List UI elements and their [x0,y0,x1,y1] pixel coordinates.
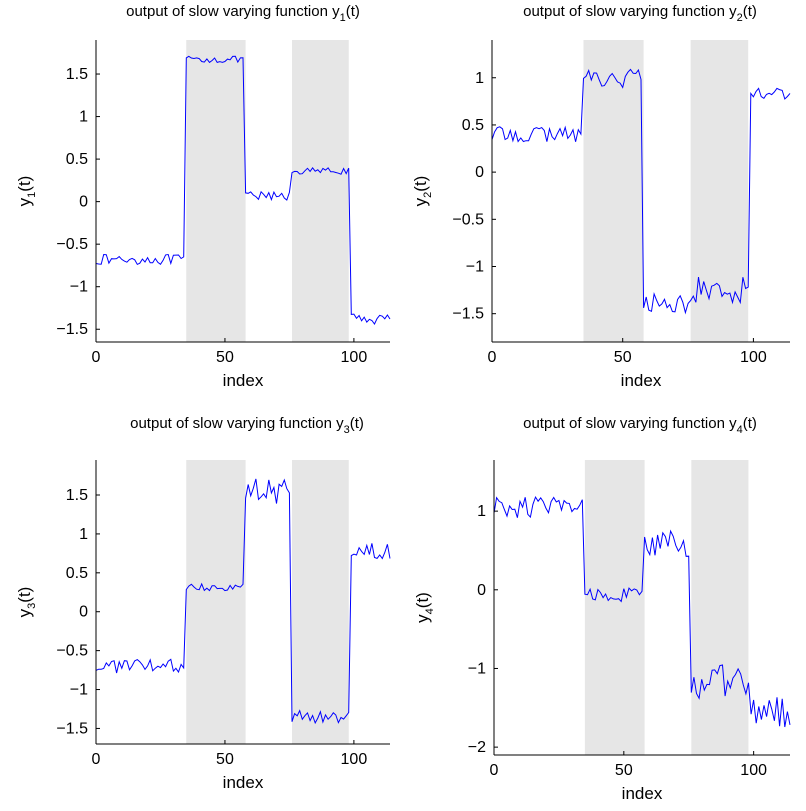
shaded-region [583,40,644,342]
y-tick-label: 0 [477,582,486,599]
y-tick-label: −1.5 [452,306,484,323]
x-tick-label: 0 [488,349,497,366]
y-tick-label: 0 [475,164,484,181]
shaded-region [690,40,749,342]
chart-title: output of slow varying function y4(t) [523,415,757,436]
y-axis-label: y3(t) [15,587,38,618]
chart-panel-1: 0 50 100 −1.5 −1 −0.5 0 0.5 1 1.5 output of slow v… [15,3,391,390]
y-tick-label: −2 [468,739,486,756]
shaded-region [292,40,349,342]
x-tick-label: 0 [92,751,101,768]
y-tick-label: −1.5 [56,321,88,338]
y-tick-label: −0.5 [452,211,484,228]
x-tick-label: 50 [216,349,234,366]
y-tick-label: 0.5 [66,151,88,168]
x-axis-label: index [621,371,662,390]
shaded-region [292,460,349,744]
series-line [95,55,391,325]
series-line [95,478,391,725]
chart-panel-2: 0 50 100 −1.5 −1 −0.5 0 0.5 1 output of slow vary… [411,3,791,390]
y-tick-label: −1 [466,259,484,276]
shaded-region [186,460,246,744]
y-tick-label: 1 [475,70,484,87]
y-tick-label: −1 [468,660,486,677]
chart-title: output of slow varying function y3(t) [130,415,364,436]
y-tick-label: 0.5 [66,565,88,582]
x-tick-label: 0 [490,762,499,779]
y-tick-label: 0.5 [462,117,484,134]
chart-title: output of slow varying function y1(t) [126,3,360,24]
x-tick-label: 50 [614,349,632,366]
series-line [493,495,791,728]
y-tick-label: −0.5 [56,236,88,253]
y-tick-label: 1 [79,109,88,126]
x-tick-label: 50 [615,762,633,779]
chart-title: output of slow varying function y2(t) [523,3,757,24]
y-tick-label: 0 [79,194,88,211]
x-axis-label: index [223,371,264,390]
x-tick-label: 0 [92,349,101,366]
shaded-region [584,460,645,755]
x-tick-label: 100 [341,349,368,366]
y-tick-label: −1 [70,682,88,699]
x-tick-label: 50 [216,751,234,768]
y-tick-label: 0 [79,604,88,621]
x-axis-label: index [622,784,663,803]
y-tick-label: 1.5 [66,66,88,83]
y-tick-label: 1 [79,526,88,543]
y-tick-label: −1 [70,279,88,296]
x-tick-label: 100 [740,762,767,779]
y-tick-label: 1.5 [66,487,88,504]
y-tick-label: −1.5 [56,720,88,737]
y-axis-label: y1(t) [15,176,38,207]
series-line [491,68,791,315]
x-tick-label: 100 [740,349,767,366]
chart-panel-4: 0 50 100 −2 −1 0 1 output of slow varying funct… [413,415,791,803]
shaded-region [186,40,246,342]
shaded-region [691,460,749,755]
chart-panel-3: 0 50 100 −1.5 −1 −0.5 0 0.5 1 1.5 output of slow v… [15,415,391,792]
x-axis-label: index [223,773,264,792]
y-axis-label: y4(t) [413,592,436,623]
y-axis-label: y2(t) [411,176,434,207]
x-tick-label: 100 [341,751,368,768]
y-tick-label: −0.5 [56,643,88,660]
y-tick-label: 1 [477,503,486,520]
